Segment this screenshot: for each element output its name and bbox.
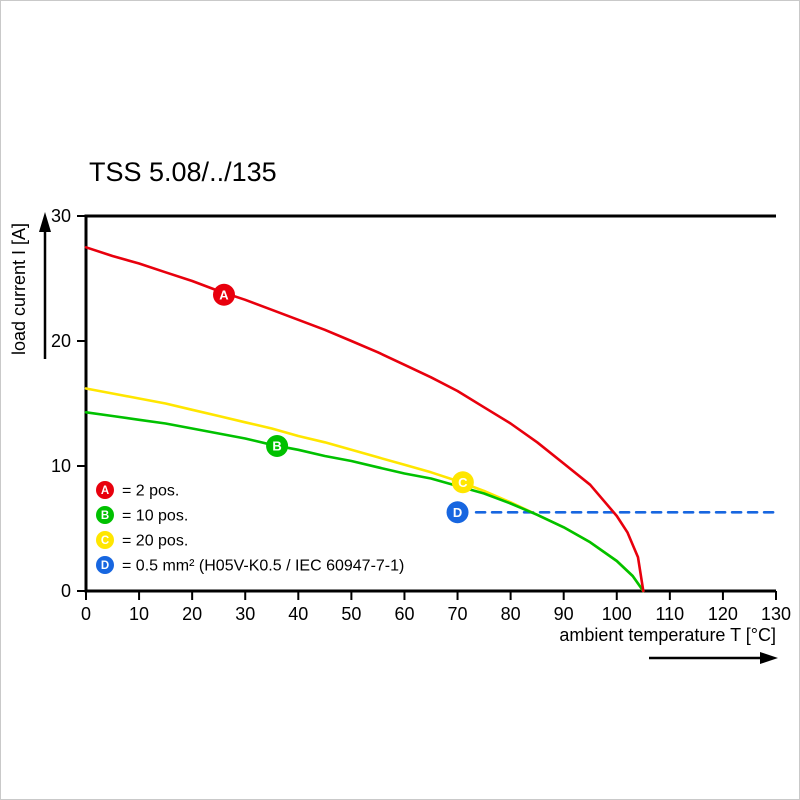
marker-letter-B: B [272, 439, 281, 454]
curve-B [84, 410, 645, 593]
x-tick-label: 40 [288, 604, 308, 624]
chart-title: TSS 5.08/../135 [89, 157, 277, 187]
legend-text-B: = 10 pos. [122, 508, 188, 525]
legend-swatch-A [96, 481, 114, 499]
x-tick-label: 60 [394, 604, 414, 624]
x-tick-label: 10 [129, 604, 149, 624]
curve-A [84, 246, 645, 593]
y-tick-label: 10 [51, 456, 71, 476]
legend-swatch-C [96, 531, 114, 549]
x-tick-label: 100 [602, 604, 632, 624]
marker-D [446, 501, 469, 524]
x-tick-label: 30 [235, 604, 255, 624]
marker-C [451, 471, 474, 494]
x-tick-label: 0 [81, 604, 91, 624]
x-axis-arrowhead-icon [760, 652, 778, 664]
y-tick-label: 20 [51, 331, 71, 351]
y-axis-label: load current I [A] [9, 223, 29, 355]
y-tick-label: 30 [51, 206, 71, 226]
marker-B [266, 435, 289, 457]
x-axis-label: ambient temperature T [°C] [559, 625, 776, 645]
legend-text-C: = 20 pos. [122, 533, 188, 550]
legend-swatch-D [96, 556, 114, 574]
legend-letter-D: D [101, 560, 109, 572]
x-tick-label: 50 [341, 604, 361, 624]
x-tick-label: 110 [655, 604, 684, 624]
x-tick-label: 90 [554, 604, 574, 624]
legend-letter-A: A [101, 485, 109, 497]
x-tick-label: 130 [761, 604, 791, 624]
x-tick-label: 20 [182, 604, 202, 624]
x-tick-label: 70 [448, 604, 468, 624]
marker-letter-C: C [458, 475, 468, 490]
plot-frame [84, 214, 776, 593]
legend-text-D: = 0.5 mm² (H05V-K0.5 / IEC 60947-7-1) [122, 558, 404, 575]
marker-letter-D: D [453, 505, 462, 520]
legend-text-A: = 2 pos. [122, 483, 179, 500]
x-tick-label: 80 [501, 604, 521, 624]
x-tick-label: 120 [708, 604, 738, 624]
legend-letter-C: C [101, 535, 109, 547]
marker-A [213, 283, 235, 306]
y-axis-arrowhead-icon [39, 212, 51, 232]
legend-letter-B: B [101, 510, 109, 522]
marker-letter-A: A [219, 287, 229, 302]
legend-swatch-B [96, 506, 114, 524]
y-tick-label: 0 [61, 581, 71, 601]
